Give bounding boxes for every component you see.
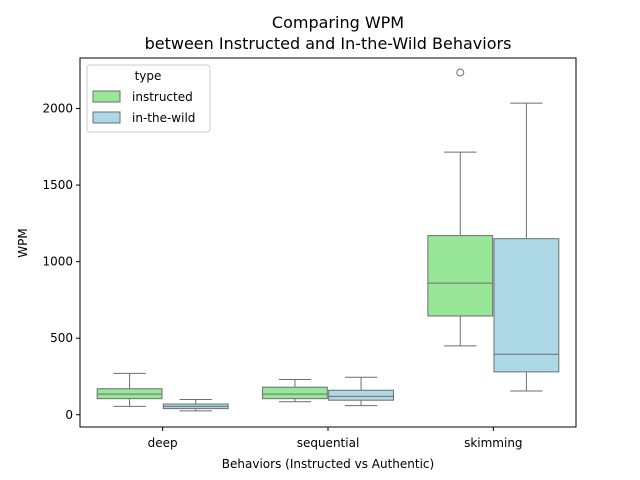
plot-area [96,68,560,412]
box-group-instructed-skimming [427,68,494,347]
chart-subtitle: between Instructed and In-the-Wild Behav… [145,34,512,53]
y-tick-label-2000: 2000 [42,102,73,116]
box-in-the-wild-skimming [493,238,560,373]
legend-label-instructed: instructed [132,90,193,104]
box-instructed-skimming [427,235,494,317]
x-axis: deep sequential skimming [148,427,523,450]
outlier-instructed-skimming [456,68,465,77]
box-group-in-the-wild-skimming [493,102,560,392]
x-tick-label-skimming: skimming [464,436,522,450]
legend-swatch-in-the-wild [92,111,121,124]
box-in-the-wild-sequential [328,389,394,401]
legend-label-in-the-wild: in-the-wild [132,111,195,125]
y-axis: 0 500 1000 1500 2000 [42,102,80,422]
box-group-instructed-sequential [262,379,328,403]
box-instructed-sequential [262,386,328,400]
legend-title: type [135,69,162,83]
x-tick-label-deep: deep [148,436,178,450]
box-group-in-the-wild-deep [162,398,229,412]
legend-swatch-instructed [92,90,121,103]
y-tick-label-500: 500 [50,331,73,345]
y-axis-label: WPM [16,228,30,257]
box-group-in-the-wild-sequential [328,376,394,407]
legend: type instructed in-the-wild [86,64,211,133]
chart-title: Comparing WPM [272,13,404,32]
y-tick-label-1500: 1500 [42,178,73,192]
box-group-instructed-deep [96,372,163,407]
x-tick-label-sequential: sequential [297,436,360,450]
y-tick-label-0: 0 [65,408,73,422]
x-axis-label: Behaviors (Instructed vs Authentic) [222,457,434,471]
y-tick-label-1000: 1000 [42,255,73,269]
